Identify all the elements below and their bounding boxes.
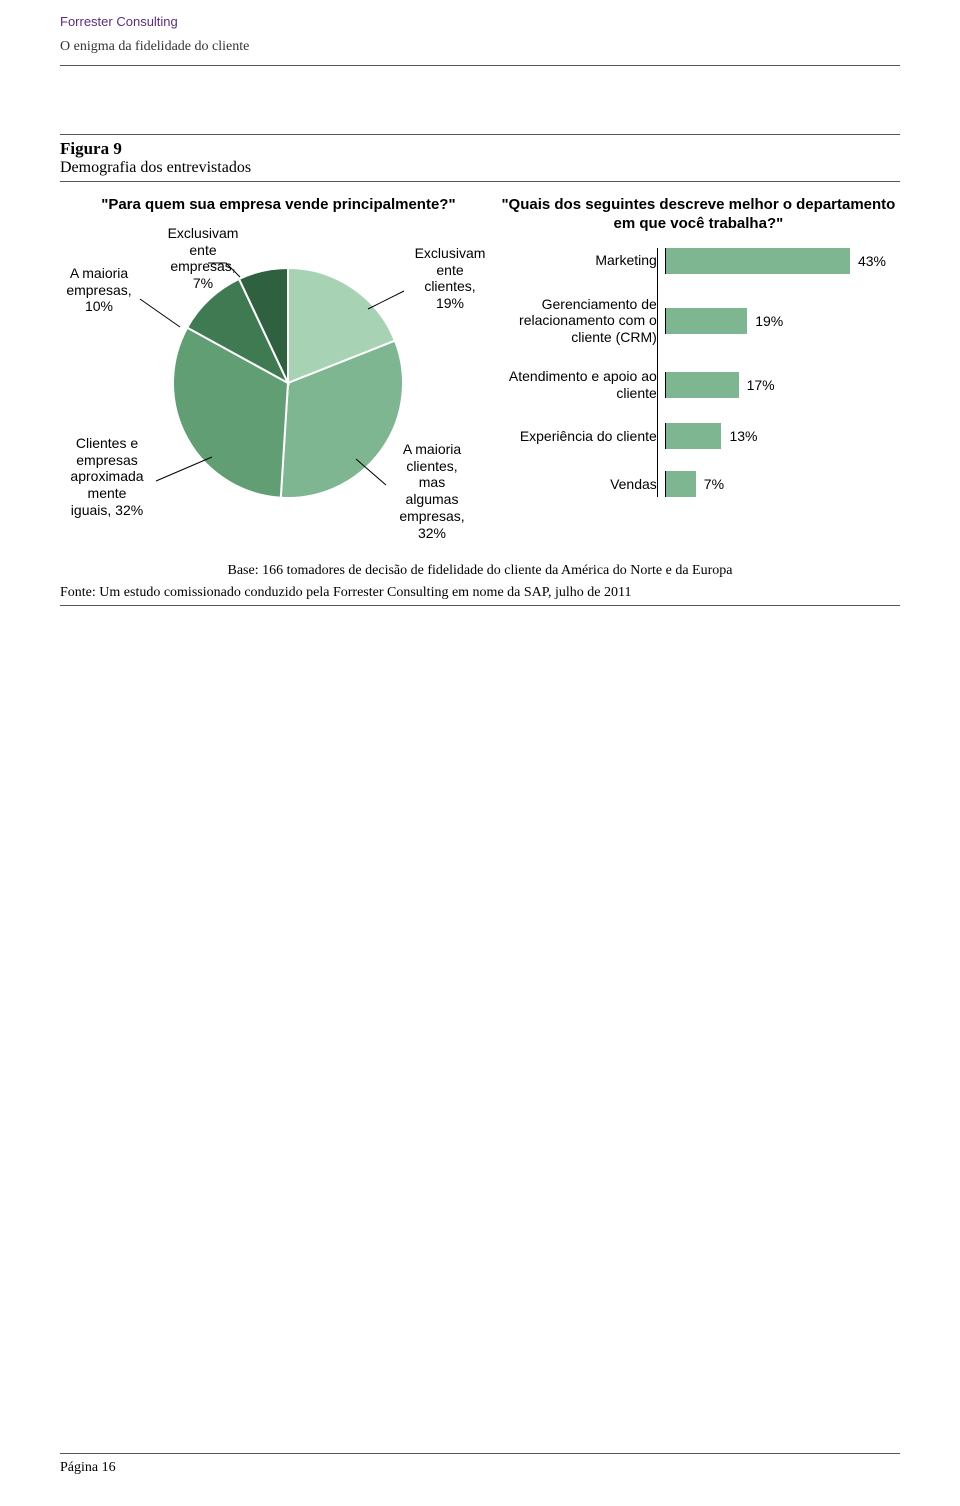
bar-category-label: Marketing (505, 252, 665, 269)
bar-axis (657, 248, 658, 498)
bar-category-label: Atendimento e apoio ao cliente (505, 368, 665, 402)
base-note: Base: 166 tomadores de decisão de fideli… (60, 563, 900, 579)
bar-row: Experiência do cliente13% (505, 423, 880, 449)
bar-row: Gerenciamento de relacionamento com o cl… (505, 296, 880, 346)
pie-slice-label: Clientes eempresasaproximadamenteiguais,… (59, 435, 155, 519)
figure-bottom-rule (60, 605, 900, 606)
bar-fill: 7% (666, 471, 696, 497)
pie-question: "Para quem sua empresa vende principalme… (60, 196, 497, 215)
figure-label: Figura 9 (60, 139, 900, 159)
pie-slice-label: Exclusivamenteclientes,19% (408, 245, 492, 312)
bar-row: Atendimento e apoio ao cliente17% (505, 368, 880, 402)
bar-row: Vendas7% (505, 471, 880, 497)
brand-name: Forrester Consulting (60, 14, 900, 29)
figure-subtitle: Demografia dos entrevistados (60, 159, 900, 177)
bar-value-label: 19% (755, 313, 783, 329)
pie-slice-label: A maioriaclientes,masalgumasempresas,32% (390, 441, 474, 542)
bar-track: 43% (665, 248, 880, 274)
pie-slice-label: Exclusivamenteempresas,7% (158, 225, 248, 292)
bar-row: Marketing43% (505, 248, 880, 274)
charts-row: "Para quem sua empresa vende principalme… (60, 182, 900, 549)
bar-fill: 13% (666, 423, 722, 449)
bar-category-label: Vendas (505, 476, 665, 493)
pie-chart-panel: "Para quem sua empresa vende principalme… (60, 196, 497, 539)
bar-fill: 17% (666, 372, 739, 398)
bar-area: Marketing43%Gerenciamento de relacioname… (497, 248, 900, 498)
bar-question: "Quais dos seguintes descreve melhor o d… (497, 196, 900, 234)
source-note: Fonte: Um estudo comissionado conduzido … (60, 585, 900, 601)
bar-fill: 19% (666, 308, 747, 334)
footer-rule (60, 1453, 900, 1454)
pie-slice-label: A maioriaempresas,10% (59, 265, 139, 315)
page-footer: Página 16 (60, 1453, 900, 1476)
bar-track: 7% (665, 471, 880, 497)
bar-chart-panel: "Quais dos seguintes descreve melhor o d… (497, 196, 900, 539)
pie-svg (168, 263, 408, 503)
bar-track: 13% (665, 423, 880, 449)
bar-value-label: 43% (858, 253, 886, 269)
bar-value-label: 13% (729, 428, 757, 444)
bar-category-label: Gerenciamento de relacionamento com o cl… (505, 296, 665, 346)
bar-track: 19% (665, 308, 880, 334)
bar-value-label: 7% (704, 476, 724, 492)
bar-category-label: Experiência do cliente (505, 428, 665, 445)
document-title: O enigma da fidelidade do cliente (60, 39, 900, 55)
figure-top-rule (60, 134, 900, 135)
bar-value-label: 17% (747, 377, 775, 393)
pie-wrap: Exclusivamenteclientes,19% A maioriaclien… (60, 229, 497, 539)
page-number: Página 16 (60, 1460, 900, 1476)
bar-track: 17% (665, 372, 880, 398)
bar-fill: 43% (666, 248, 850, 274)
